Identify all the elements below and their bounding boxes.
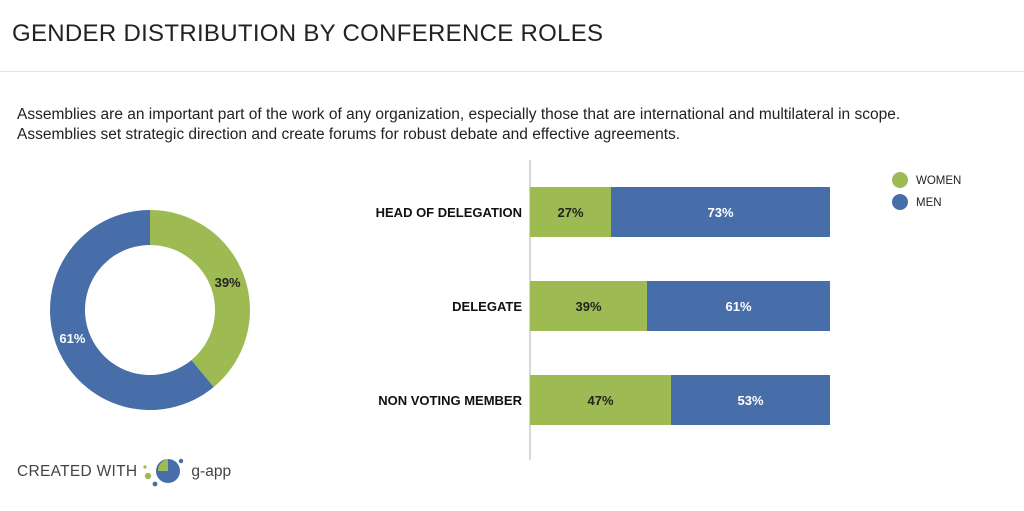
chart-legend: WOMEN MEN [892,172,961,210]
donut-chart: 39% 61% [49,210,250,410]
donut-slice-men [49,210,214,410]
created-with-label: CREATED WITH [17,463,138,480]
header: GENDER DISTRIBUTION BY CONFERENCE ROLES [0,0,1024,72]
category-label: DELEGATE [452,299,522,314]
bar-segment-men [671,375,830,425]
donut-label-men: 61% [59,331,85,346]
donut-label-women: 39% [215,275,241,290]
bar-value-label: 61% [725,299,751,314]
description-line-1: Assemblies are an important part of the … [17,106,901,123]
brand-name: g-app [191,463,232,480]
stacked-bar-chart: HEAD OF DELEGATION 27% 73% DELEGATE 39% 61% NO… [376,160,830,460]
bar-segment-women [530,375,671,425]
page-title: GENDER DISTRIBUTION BY CONFERENCE ROLES [12,20,604,47]
category-label: HEAD OF DELEGATION [376,205,522,220]
bar-value-label: 73% [707,205,733,220]
description: Assemblies are an important part of the … [17,105,1007,145]
legend-swatch-women [892,172,908,188]
g-app-logo-icon [143,458,184,487]
created-with-brand: CREATED WITH g-app [17,454,231,490]
bar-segment-men [611,187,830,237]
description-line-2: Assemblies set strategic direction and c… [17,126,681,143]
category-label: NON VOTING MEMBER [378,393,522,408]
bar-value-label: 53% [737,393,763,408]
bar-value-label: 47% [587,393,613,408]
legend-label-men: MEN [916,197,942,209]
legend-swatch-men [892,194,908,210]
bar-value-label: 27% [557,205,583,220]
bar-segment-men [647,281,830,331]
donut-slice-women [150,210,250,388]
bar-segment-women [530,281,647,331]
legend-label-women: WOMEN [916,175,961,187]
bar-value-label: 39% [575,299,601,314]
bar-segment-women [530,187,611,237]
